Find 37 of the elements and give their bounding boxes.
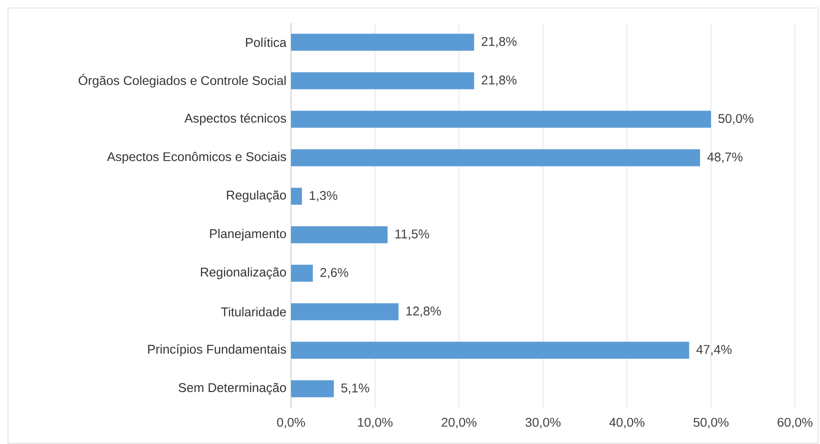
- x-tick-label: 40,0%: [609, 418, 644, 428]
- data-label: 50,0%: [718, 114, 754, 124]
- y-tick-label: Regulação: [227, 190, 286, 202]
- x-tick-label: 60,0%: [778, 418, 812, 428]
- y-tick-label: Princípios Fundamentais: [148, 344, 286, 356]
- x-tick-label: 30,0%: [526, 418, 561, 428]
- y-tick-label: Aspectos Econômicos e Sociais: [107, 152, 286, 164]
- data-label: 2,6%: [320, 268, 348, 278]
- x-tick-label: 50,0%: [694, 418, 728, 428]
- y-tick-label: Sem Determinação: [178, 382, 286, 395]
- y-tick-label: Órgãos Colegiados e Controle Social: [78, 74, 286, 88]
- bar: [291, 226, 388, 244]
- data-label: 1,3%: [310, 191, 338, 202]
- bar: [291, 110, 711, 128]
- y-tick-label: Planejamento: [210, 228, 286, 241]
- data-label: 11,5%: [396, 230, 430, 240]
- x-tick-label: 10,0%: [358, 418, 393, 428]
- bar: [291, 303, 399, 320]
- bar: [291, 264, 313, 282]
- data-label: 21,8%: [482, 37, 517, 48]
- data-label: 12,8%: [406, 306, 441, 317]
- data-label: 48,7%: [707, 152, 742, 163]
- bar: [291, 72, 474, 90]
- x-tick-label: 20,0%: [442, 418, 477, 428]
- bar: [291, 149, 700, 166]
- x-tick-label: 0,0%: [277, 418, 305, 428]
- y-tick-label: Política: [246, 38, 287, 47]
- data-label: 47,4%: [696, 345, 732, 356]
- bar: [291, 380, 334, 398]
- data-label: 21,8%: [482, 76, 517, 86]
- bar: [291, 342, 690, 359]
- bar: [291, 34, 474, 51]
- data-label: 5,1%: [341, 384, 370, 394]
- y-tick-label: Titularidade: [221, 307, 286, 316]
- bar: [291, 188, 302, 205]
- y-tick-label: Aspectos técnicos: [184, 113, 286, 126]
- y-tick-label: Regionalização: [200, 267, 286, 280]
